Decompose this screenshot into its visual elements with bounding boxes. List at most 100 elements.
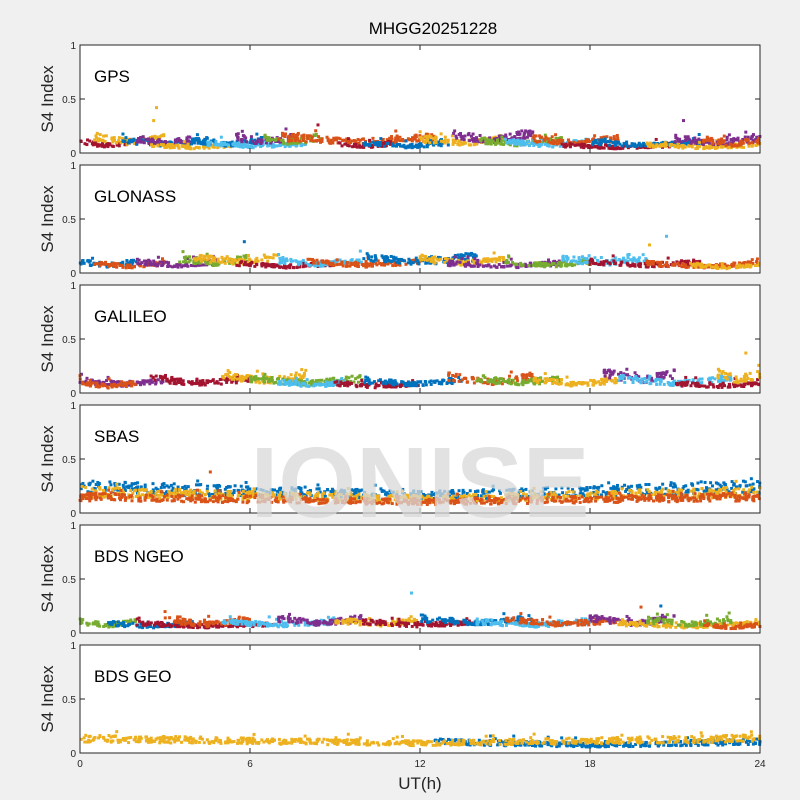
- data-point: [630, 258, 634, 262]
- data-point: [228, 261, 232, 265]
- data-point: [608, 376, 612, 380]
- data-point: [637, 260, 641, 264]
- data-point: [709, 145, 713, 149]
- data-point: [631, 262, 635, 266]
- data-point: [637, 263, 641, 267]
- data-point: [86, 381, 90, 385]
- data-point: [746, 382, 750, 386]
- data-point: [626, 263, 630, 267]
- data-point: [592, 485, 596, 489]
- data-point: [156, 139, 160, 143]
- data-point: [624, 373, 628, 377]
- data-point: [617, 379, 621, 383]
- data-point: [236, 132, 240, 136]
- data-point: [568, 145, 572, 149]
- data-point: [448, 264, 452, 268]
- data-point: [684, 265, 688, 269]
- data-point: [521, 382, 525, 386]
- data-point: [658, 144, 662, 148]
- data-point: [287, 135, 291, 139]
- data-point: [584, 140, 588, 144]
- data-point: [720, 385, 724, 389]
- data-point: [195, 133, 199, 137]
- data-point: [256, 143, 260, 147]
- data-point: [716, 376, 720, 380]
- data-point: [289, 139, 293, 143]
- data-point: [296, 378, 300, 382]
- data-point: [436, 255, 440, 259]
- data-point: [525, 373, 529, 377]
- data-point: [747, 264, 751, 268]
- data-point: [394, 129, 398, 133]
- data-point: [162, 133, 166, 137]
- data-point: [318, 490, 322, 494]
- data-point: [354, 260, 358, 264]
- data-point: [506, 264, 510, 268]
- data-point: [373, 255, 377, 259]
- data-point: [652, 265, 656, 269]
- data-point-spike: [625, 367, 629, 371]
- data-point: [88, 378, 92, 382]
- data-point: [191, 264, 195, 268]
- data-point: [153, 134, 157, 138]
- data-point: [576, 143, 580, 147]
- data-point: [724, 372, 728, 376]
- data-point: [198, 379, 202, 383]
- data-point: [514, 376, 518, 380]
- data-point: [586, 383, 590, 387]
- data-point: [96, 480, 100, 484]
- data-point: [325, 135, 329, 139]
- data-point: [697, 137, 701, 141]
- data-point: [568, 142, 572, 146]
- data-point: [121, 383, 125, 387]
- y-tick-label: 0: [70, 269, 76, 280]
- data-point: [97, 262, 101, 266]
- data-point: [249, 137, 253, 141]
- data-point: [619, 263, 623, 267]
- y-tick-label: 0: [70, 149, 76, 160]
- data-point: [611, 140, 615, 144]
- data-point: [318, 138, 322, 142]
- data-point: [725, 138, 729, 142]
- data-point: [282, 141, 286, 145]
- data-point: [453, 129, 457, 133]
- data-point: [311, 381, 315, 385]
- data-point: [227, 257, 231, 261]
- data-point: [124, 265, 128, 269]
- data-point: [580, 142, 584, 146]
- data-point: [214, 140, 218, 144]
- data-point: [416, 145, 420, 149]
- data-point: [664, 143, 668, 147]
- data-point: [484, 260, 488, 264]
- data-point: [736, 138, 740, 142]
- data-point: [598, 146, 602, 150]
- data-point: [525, 375, 529, 379]
- data-point: [297, 260, 301, 264]
- data-point: [631, 381, 635, 385]
- data-point: [613, 147, 617, 151]
- data-point: [753, 264, 757, 268]
- data-point: [413, 145, 417, 149]
- data-point: [230, 257, 234, 261]
- data-point: [177, 381, 181, 385]
- data-point: [593, 256, 597, 260]
- data-point: [393, 379, 397, 383]
- data-point: [205, 136, 209, 140]
- data-point: [742, 265, 746, 269]
- data-point: [234, 381, 238, 385]
- data-point: [603, 143, 607, 147]
- data-point: [253, 261, 257, 265]
- data-point: [530, 377, 534, 381]
- data-point: [93, 138, 97, 142]
- data-point: [710, 265, 714, 269]
- data-point: [560, 486, 564, 490]
- data-point: [167, 261, 171, 265]
- data-point: [722, 139, 726, 143]
- data-point: [567, 383, 571, 387]
- data-point: [340, 144, 344, 148]
- data-point: [242, 492, 246, 496]
- data-point: [206, 254, 210, 258]
- data-point: [358, 138, 362, 142]
- data-point: [510, 140, 514, 144]
- data-point: [354, 491, 358, 495]
